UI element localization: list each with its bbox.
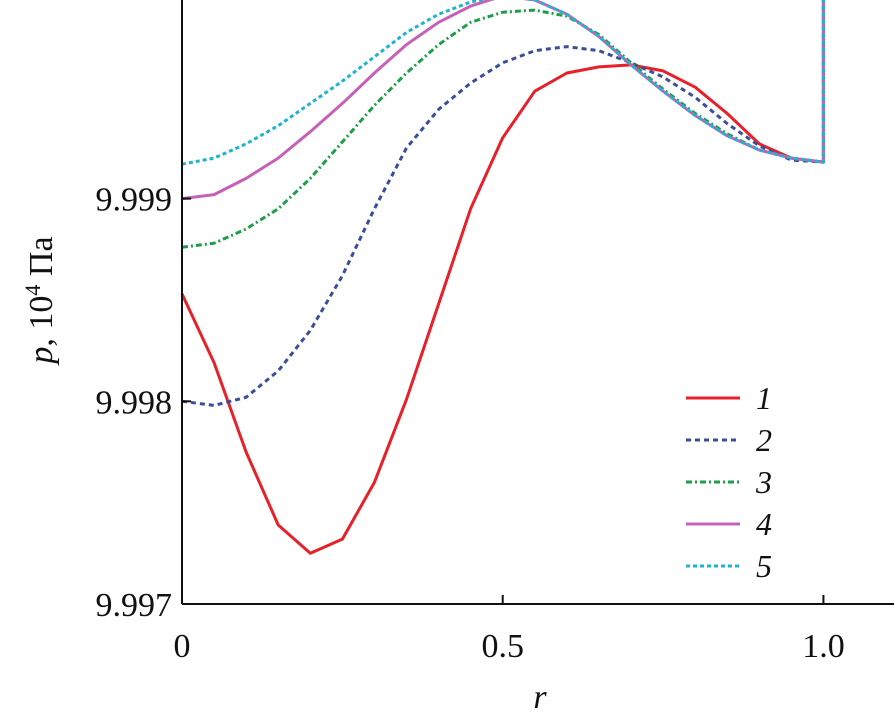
y-axis-separator: , bbox=[23, 330, 60, 347]
x-axis-title: r bbox=[533, 679, 547, 716]
series-line-5 bbox=[181, 0, 825, 166]
ticks: 0 0.5 1.0 9.997 9.998 9.999 bbox=[96, 182, 845, 665]
y-axis-exponent: 4 bbox=[20, 285, 45, 296]
legend-label-1: 1 bbox=[756, 380, 772, 416]
x-tick-label-0: 0 bbox=[174, 628, 191, 665]
series-line-4 bbox=[181, 0, 825, 201]
series-layer bbox=[180, 0, 825, 555]
y-axis-base: 10 bbox=[23, 296, 60, 330]
y-axis-title: p, 104 Па bbox=[20, 236, 60, 365]
legend-label-3: 3 bbox=[755, 464, 772, 500]
y-axis-symbol: p bbox=[23, 347, 60, 366]
y-tick-label-0: 9.997 bbox=[96, 587, 173, 624]
axes: 0 0.5 1.0 9.997 9.998 9.999 bbox=[96, 0, 894, 665]
y-tick-label-1: 9.998 bbox=[96, 384, 173, 421]
series-line-3 bbox=[181, 0, 825, 249]
series-line-2 bbox=[181, 0, 825, 407]
x-tick-label-2: 1.0 bbox=[802, 628, 845, 665]
legend-label-5: 5 bbox=[756, 548, 772, 584]
plot-area bbox=[180, 0, 825, 555]
y-axis-unit: Па bbox=[23, 236, 60, 284]
legend-label-2: 2 bbox=[756, 422, 772, 458]
legend-label-4: 4 bbox=[756, 506, 772, 542]
legend: 1 2 3 4 5 bbox=[686, 380, 772, 584]
y-tick-label-2: 9.999 bbox=[96, 182, 173, 219]
x-tick-label-1: 0.5 bbox=[481, 628, 524, 665]
series-line-1 bbox=[180, 0, 825, 555]
